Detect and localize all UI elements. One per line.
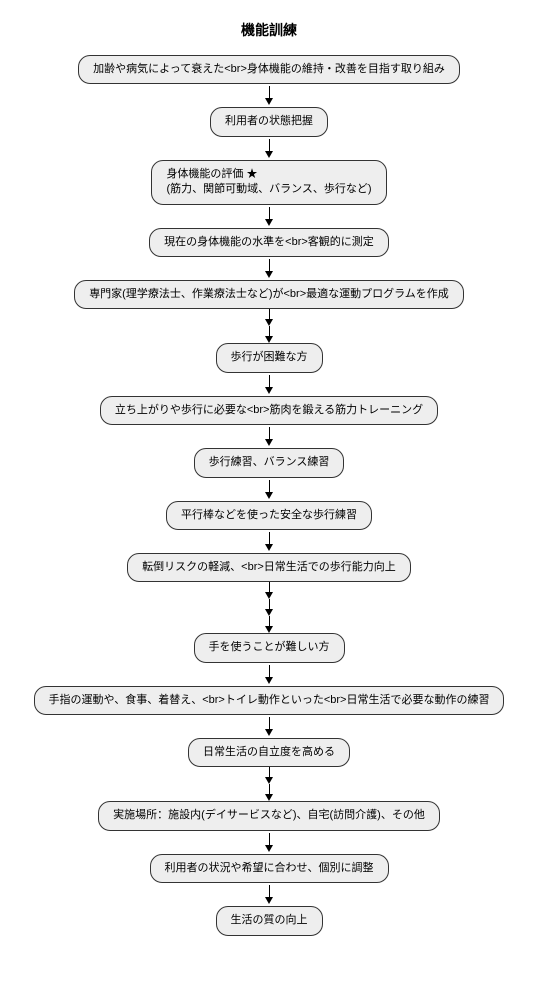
node-3: 身体機能の評価 ★ (筋力、関節可動域、バランス、歩行など) bbox=[151, 160, 386, 205]
arrow-multi bbox=[265, 309, 273, 343]
node-6: 歩行が困難な方 bbox=[216, 343, 323, 372]
node-11: 手を使うことが難しい方 bbox=[194, 633, 345, 662]
arrow bbox=[265, 86, 273, 105]
arrow bbox=[265, 665, 273, 684]
arrow bbox=[265, 717, 273, 736]
node-10: 転倒リスクの軽減、<br>日常生活での歩行能力向上 bbox=[127, 553, 411, 582]
node-9: 平行棒などを使った安全な歩行練習 bbox=[166, 501, 372, 530]
arrow bbox=[265, 259, 273, 278]
flowchart: 加齢や病気によって衰えた<br>身体機能の維持・改善を目指す取り組み 利用者の状… bbox=[20, 55, 518, 936]
node-1: 加齢や病気によって衰えた<br>身体機能の維持・改善を目指す取り組み bbox=[78, 55, 460, 84]
node-14: 実施場所：施設内(デイサービスなど)、自宅(訪問介護)、その他 bbox=[98, 801, 440, 830]
node-12: 手指の運動や、食事、着替え、<br>トイレ動作といった<br>日常生活で必要な動… bbox=[34, 686, 505, 715]
arrow bbox=[265, 480, 273, 499]
arrow bbox=[265, 427, 273, 446]
node-16: 生活の質の向上 bbox=[216, 906, 323, 935]
node-13: 日常生活の自立度を高める bbox=[188, 738, 350, 767]
arrow bbox=[265, 532, 273, 551]
node-7: 立ち上がりや歩行に必要な<br>筋肉を鍛える筋力トレーニング bbox=[100, 396, 438, 425]
arrow bbox=[265, 833, 273, 852]
arrow bbox=[265, 885, 273, 904]
node-15: 利用者の状況や希望に合わせ、個別に調整 bbox=[150, 854, 389, 883]
arrow bbox=[265, 139, 273, 158]
page-title: 機能訓練 bbox=[20, 20, 518, 40]
arrow-multi bbox=[265, 767, 273, 801]
arrow bbox=[265, 375, 273, 394]
arrow-multi bbox=[265, 582, 273, 633]
node-8: 歩行練習、バランス練習 bbox=[194, 448, 345, 477]
node-5: 専門家(理学療法士、作業療法士など)が<br>最適な運動プログラムを作成 bbox=[74, 280, 464, 309]
node-2: 利用者の状態把握 bbox=[210, 107, 328, 136]
arrow bbox=[265, 207, 273, 226]
node-4: 現在の身体機能の水準を<br>客観的に測定 bbox=[149, 228, 389, 257]
